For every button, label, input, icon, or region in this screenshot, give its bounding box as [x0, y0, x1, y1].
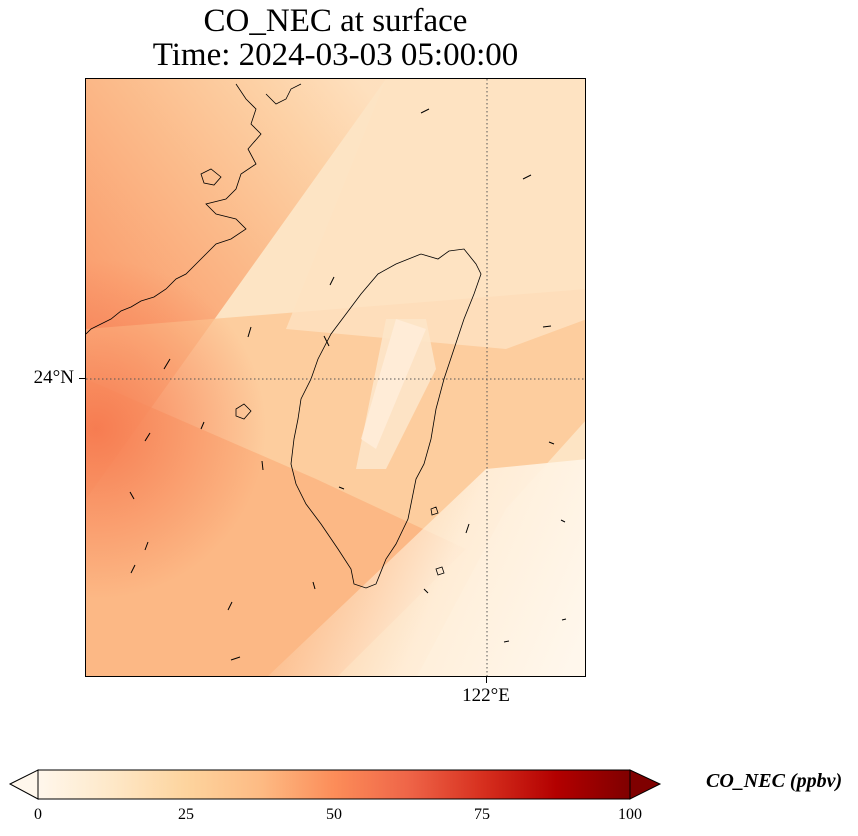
colorbar-tick-0: 0: [34, 806, 42, 823]
concentration-field: [86, 79, 585, 676]
title-time: Time: 2024-03-03 05:00:00: [152, 37, 519, 73]
coastline: [86, 83, 482, 589]
wind-vectors: [129, 108, 567, 661]
colorbar-tick-25: 25: [178, 806, 194, 823]
colorbar-tick-100: 100: [618, 806, 642, 823]
gridlines: [86, 79, 585, 676]
colorbar-tick-50: 50: [326, 806, 342, 823]
map-title: CO_NEC at surface Time: 2024-03-03 05:00…: [85, 4, 586, 72]
lat-tick-label: 24°N: [33, 367, 74, 388]
lat-tick: [79, 378, 85, 379]
colorbar-tick-75: 75: [474, 806, 490, 823]
lon-tick-label: 122°E: [462, 685, 510, 706]
title-variable: CO_NEC at surface: [203, 3, 468, 39]
map-canvas: [86, 79, 585, 676]
colorbar: [8, 769, 662, 800]
lon-tick: [486, 677, 487, 683]
colorbar-gradient: [37, 769, 631, 800]
colorbar-max-extend: [629, 769, 662, 800]
colorbar-min-extend: [8, 769, 39, 800]
map-panel[interactable]: [85, 78, 586, 677]
colorbar-label: CO_NEC (ppbv): [706, 770, 843, 792]
